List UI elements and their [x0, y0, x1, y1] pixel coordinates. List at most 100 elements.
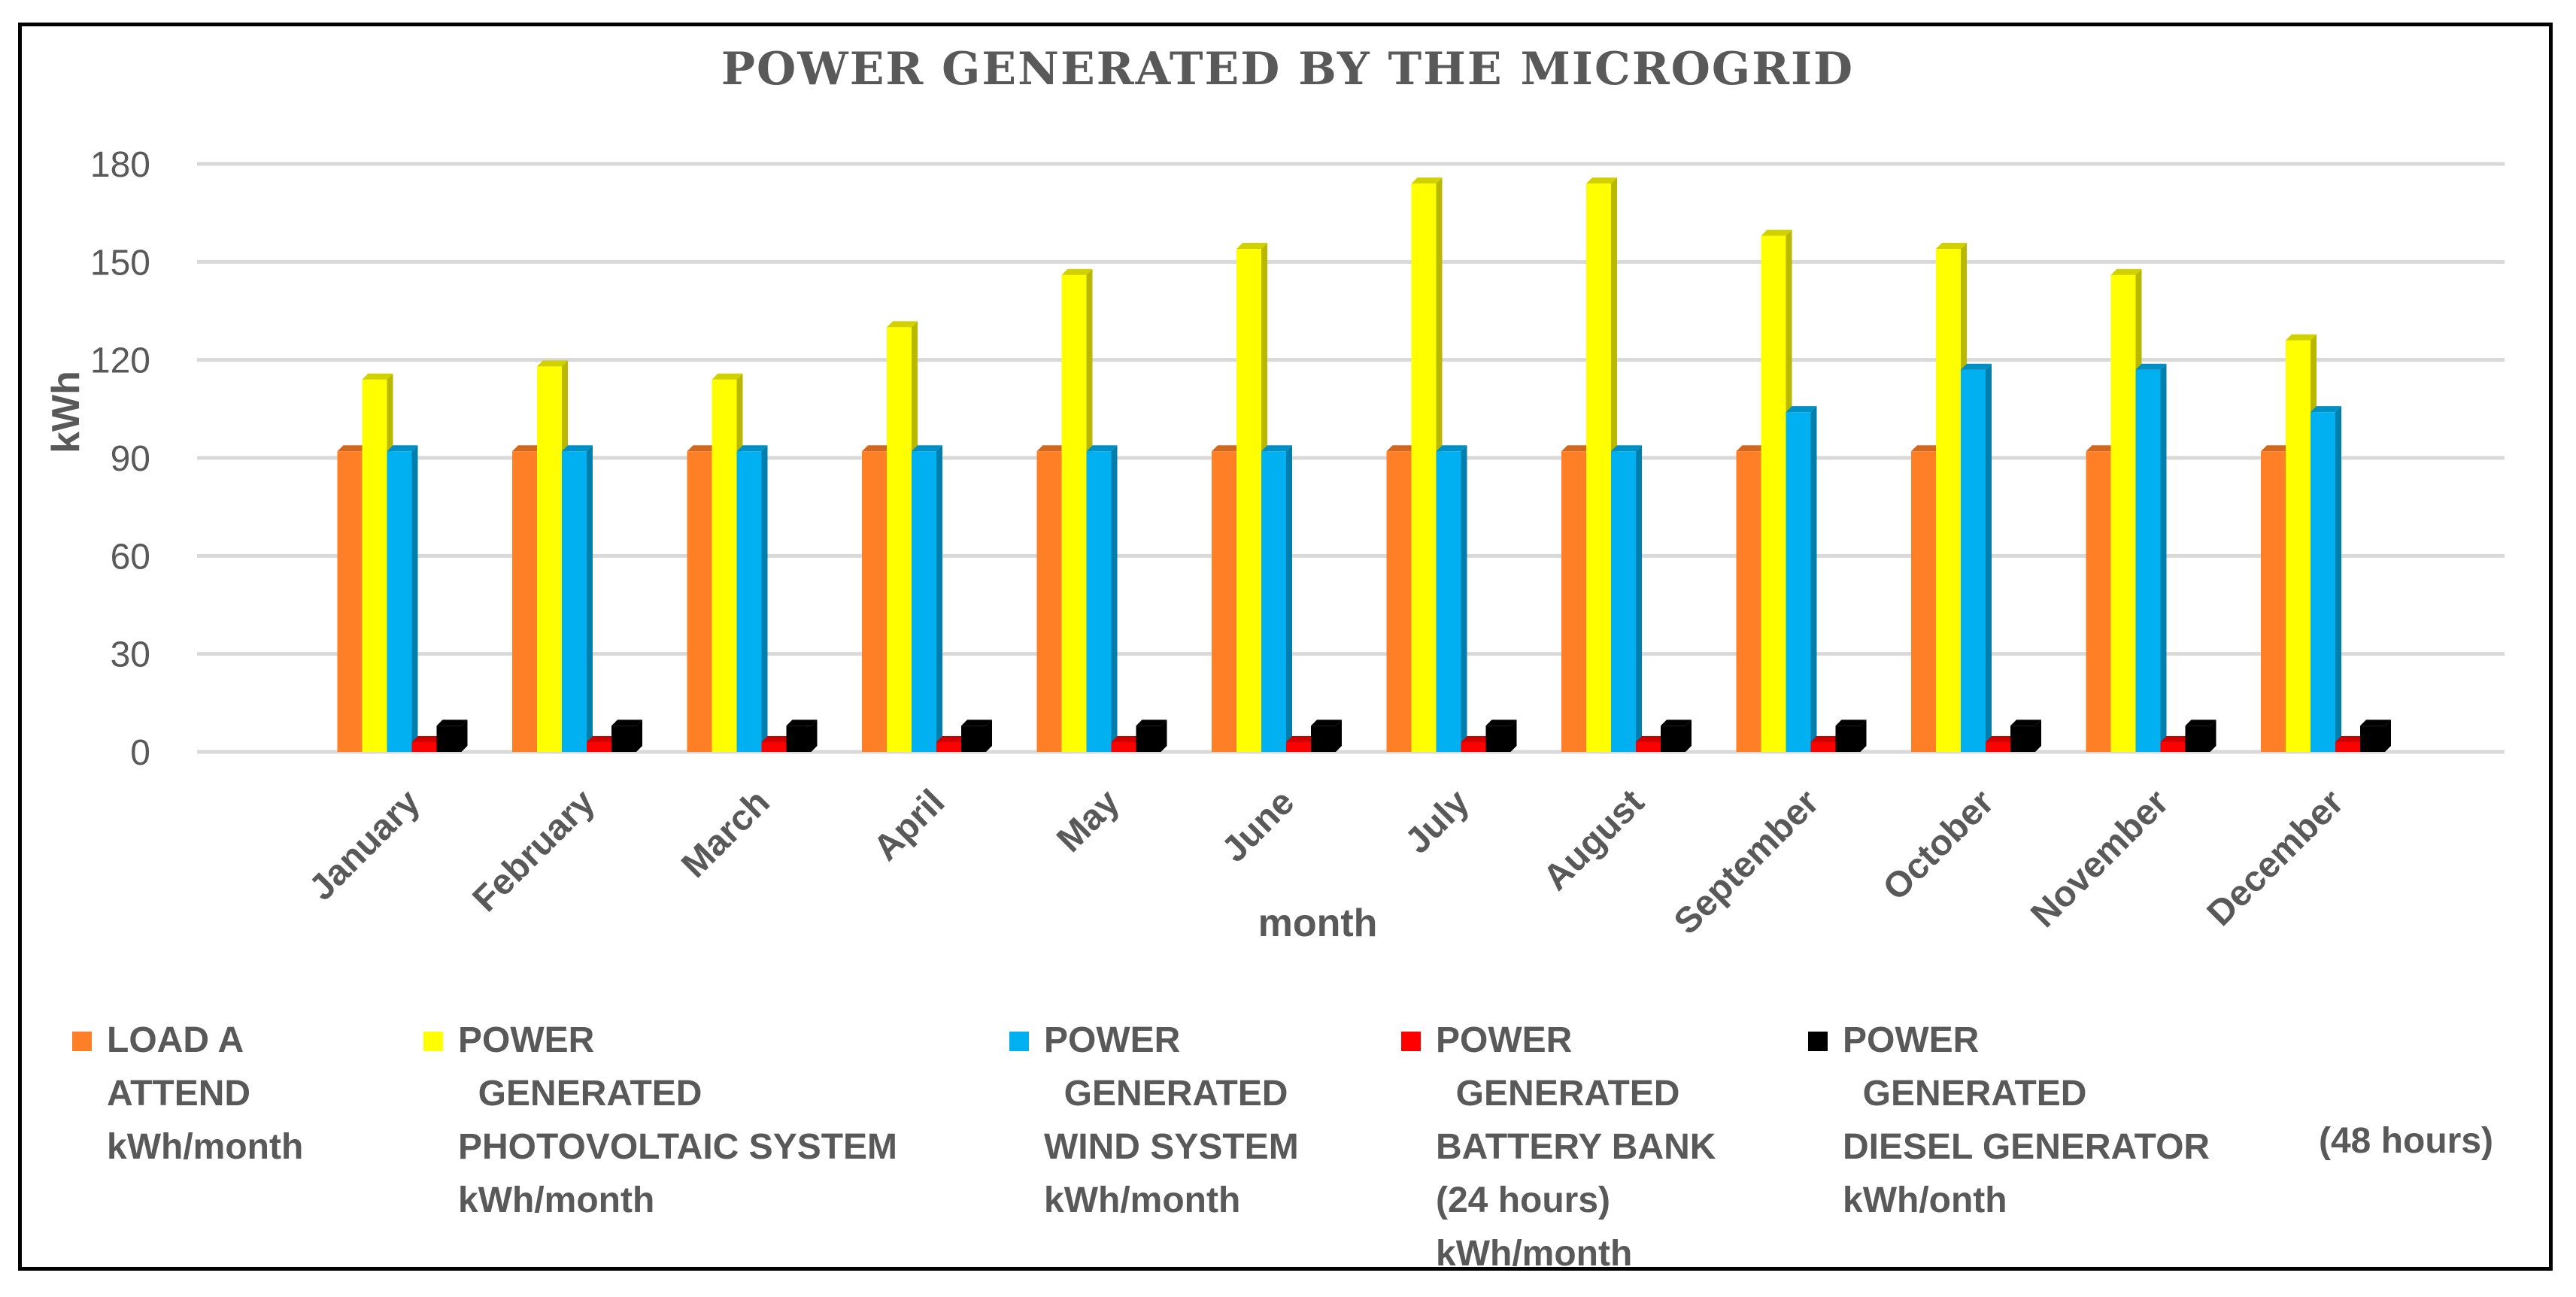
bar-front — [1586, 183, 1611, 753]
bar-side — [461, 720, 468, 752]
bar-front — [1786, 412, 1811, 752]
bar-side — [1986, 363, 1992, 752]
bar-top — [2010, 720, 2041, 726]
bar — [1311, 720, 1342, 752]
y-tick-label: 90 — [111, 439, 150, 479]
bar-side — [2160, 363, 2167, 752]
x-tick-label: September — [1667, 782, 1827, 942]
bar-top — [1436, 445, 1467, 452]
bar-top — [2135, 363, 2167, 370]
bar-top — [1936, 242, 1967, 249]
legend-label-diesel: POWER GENERATED DIESEL GENERATOR kWh/ont… — [1843, 1020, 2210, 1220]
bar-side — [936, 445, 942, 752]
bar — [1485, 720, 1517, 752]
y-tick-label: 150 — [90, 243, 150, 283]
bar-top — [1236, 242, 1267, 249]
bar-front — [2185, 726, 2210, 752]
legend-label-battery: POWER GENERATED BATTERY BANK (24 hours) … — [1436, 1020, 1716, 1274]
bar-front — [936, 741, 961, 752]
bar-front — [1212, 451, 1236, 752]
x-tick-label: June — [1215, 782, 1303, 870]
bar-side — [2035, 720, 2041, 752]
bar — [611, 720, 642, 752]
x-tick-label: August — [1536, 782, 1652, 898]
bar-top — [1311, 720, 1342, 726]
bar-top — [1386, 445, 1418, 452]
bar-top — [1111, 735, 1142, 742]
bar-side — [1161, 720, 1167, 752]
bar-front — [912, 451, 936, 752]
bar-side — [1111, 445, 1118, 752]
chart-title: POWER GENERATED BY THE MICROGRID — [721, 43, 1854, 95]
bar-top — [862, 445, 893, 452]
bar — [1086, 445, 1118, 752]
bar-top — [687, 445, 718, 452]
x-tick-label: October — [1876, 782, 2002, 908]
bar-top — [1485, 720, 1517, 726]
bar-front — [862, 451, 887, 752]
bar-front — [2086, 451, 2111, 752]
legend-swatch-photovoltaic — [423, 1032, 443, 1051]
bar-front — [1636, 741, 1661, 752]
bar-top — [1461, 735, 1492, 742]
bar-side — [1510, 720, 1517, 752]
bar-front — [1086, 451, 1112, 752]
bar — [1136, 720, 1167, 752]
bar-front — [1561, 451, 1586, 752]
bar-front — [1061, 274, 1087, 752]
bar-top — [1636, 735, 1667, 742]
bar-side — [986, 720, 992, 752]
bar — [1436, 445, 1467, 752]
bar-front — [1386, 451, 1412, 752]
x-tick-label: December — [2200, 782, 2352, 934]
bar-front — [1311, 726, 1336, 752]
bar-front — [1411, 183, 1437, 753]
bar-top — [537, 360, 568, 367]
bar-front — [761, 741, 787, 752]
bar — [912, 445, 942, 752]
bar-top — [2261, 445, 2292, 452]
bar-front — [961, 726, 986, 752]
bar-top — [761, 735, 793, 742]
y-tick-label: 60 — [111, 537, 150, 577]
bar-front — [2110, 274, 2136, 752]
bar-side — [811, 720, 818, 752]
x-tick-label: April — [866, 782, 952, 868]
bar — [786, 720, 818, 752]
bar-front — [1436, 451, 1461, 752]
bar-front — [1036, 451, 1062, 752]
bar-top — [1911, 445, 1942, 452]
bar-side — [1286, 445, 1292, 752]
bar-top — [1810, 735, 1842, 742]
bar-top — [887, 321, 918, 328]
bar-top — [1586, 177, 1617, 184]
bar-side — [2335, 406, 2341, 752]
bar-top — [712, 373, 743, 380]
bar-front — [887, 327, 912, 752]
bar-top — [562, 445, 593, 452]
bar-top — [936, 735, 967, 742]
bar-front — [2261, 451, 2286, 752]
bar-top — [436, 720, 468, 726]
bar-top — [1411, 177, 1443, 184]
bar — [362, 373, 393, 752]
bar-top — [1036, 445, 1068, 452]
bar-top — [912, 445, 942, 452]
bar — [1261, 445, 1292, 752]
x-tick-label: July — [1397, 782, 1477, 862]
bar-top — [2360, 720, 2391, 726]
legend-label-photovoltaic: POWER GENERATED PHOTOVOLTAIC SYSTEM kWh/… — [458, 1020, 898, 1220]
bar — [961, 720, 992, 752]
x-tick-label: March — [674, 782, 777, 885]
bar — [387, 445, 418, 752]
bar-front — [2160, 741, 2186, 752]
bar — [1586, 177, 1617, 753]
bar-top — [411, 735, 443, 742]
bar-top — [1961, 363, 1992, 370]
x-tick-label: January — [302, 782, 428, 908]
bar-top — [1212, 445, 1242, 452]
bar-side — [587, 445, 593, 752]
bar-top — [2160, 735, 2192, 742]
bar-front — [611, 726, 636, 752]
bar-front — [411, 741, 437, 752]
